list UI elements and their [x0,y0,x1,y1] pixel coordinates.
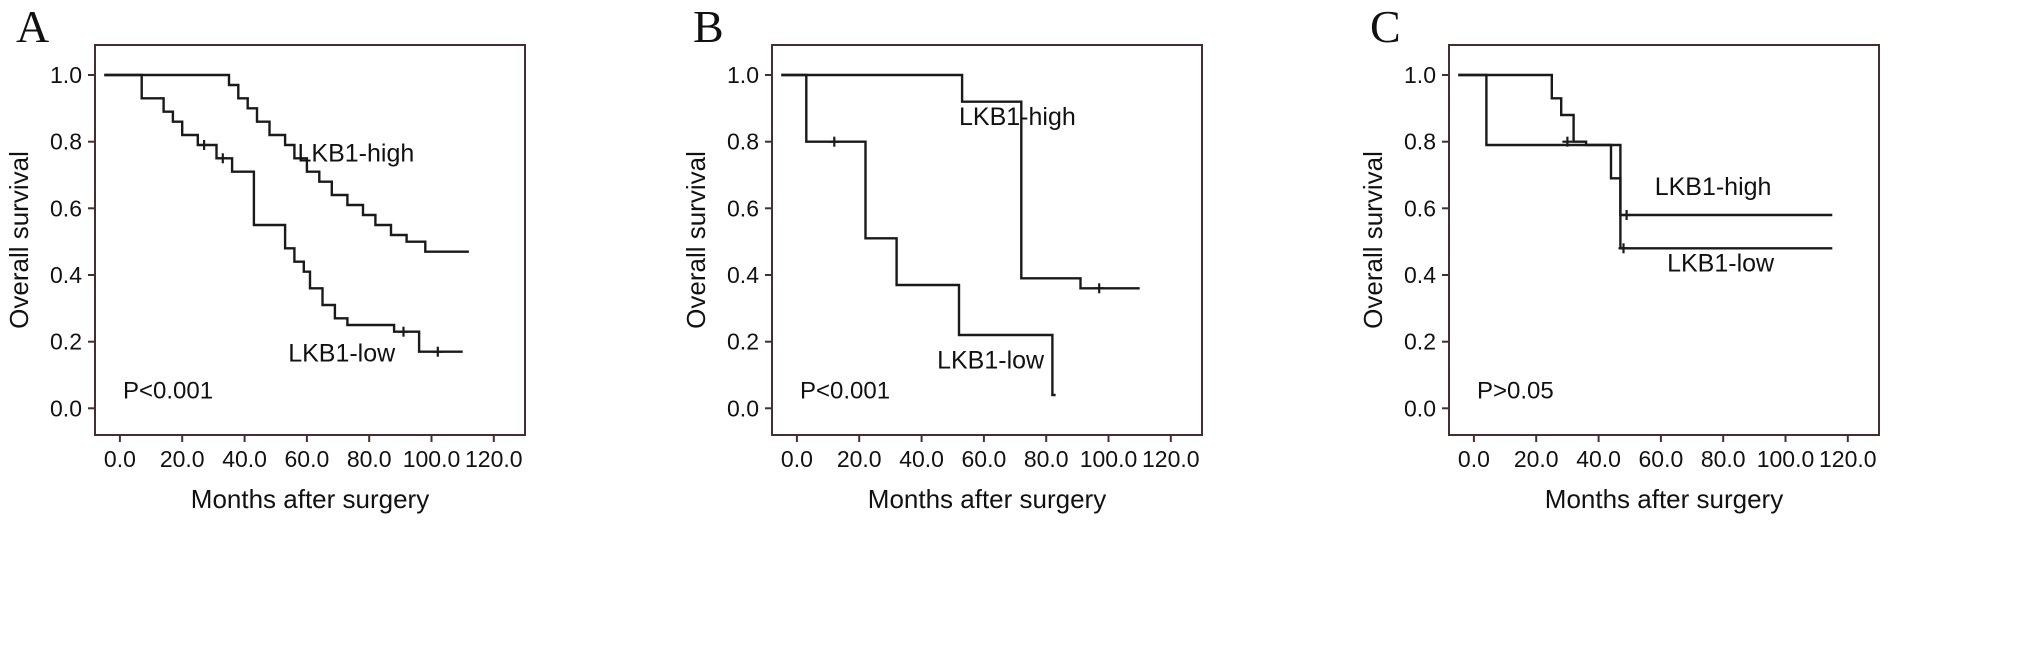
series-label-lkb1-low: LKB1-low [288,340,396,368]
x-tick-label: 20.0 [1514,446,1559,472]
p-value-label: P<0.001 [800,377,890,404]
x-tick-label: 80.0 [1024,446,1069,472]
curve-lkb1-low [104,73,463,353]
y-tick-label: 0.8 [727,129,759,155]
y-axis-title: Overall survival [4,151,34,329]
x-tick-label: 120.0 [1142,446,1200,472]
series-label-lkb1-high: LKB1-high [1655,173,1772,201]
x-axis-title: Months after surgery [1545,484,1783,514]
x-tick-label: 80.0 [1701,446,1746,472]
panel-letter: B [693,1,724,52]
curve-lkb1-high [1458,73,1833,217]
x-tick-label: 100.0 [1080,446,1138,472]
panel-C: C 0.0 20.0 40.0 60.0 80.0 100.0 120.0 0.0 0.2 0.4 0… [1358,1,1880,514]
y-tick-label: 0.0 [50,395,82,421]
x-tick-label: 0.0 [781,446,813,472]
curve-lkb1-high [104,73,469,253]
y-axis-title: Overall survival [681,151,711,329]
y-tick-label: 0.6 [727,195,759,221]
panel-letter: A [16,1,49,52]
y-tick-label: 0.2 [727,329,759,355]
y-tick-label: 0.2 [1404,329,1436,355]
x-tick-label: 60.0 [962,446,1007,472]
y-tick-label: 0.8 [50,129,82,155]
y-tick-label: 1.0 [1404,62,1436,88]
x-tick-label: 120.0 [1819,446,1877,472]
x-tick-label: 60.0 [1639,446,1684,472]
curve-lkb1-low [781,73,1056,397]
y-tick-label: 0.4 [727,262,759,288]
y-tick-label: 0.2 [50,329,82,355]
series-label-lkb1-high: LKB1-high [959,103,1076,131]
y-tick-label: 1.0 [50,62,82,88]
y-tick-label: 0.0 [727,395,759,421]
panel-B: B 0.0 20.0 40.0 60.0 80.0 100.0 120.0 0.0 0.2 0.4 0… [681,1,1203,514]
x-tick-label: 20.0 [160,446,205,472]
x-tick-label: 40.0 [222,446,267,472]
panel-letter: C [1370,1,1401,52]
x-tick-label: 0.0 [104,446,136,472]
plot-border [1448,44,1880,436]
curve-lkb1-low [1458,73,1833,250]
x-axis-title: Months after surgery [868,484,1106,514]
p-value-label: P<0.001 [123,377,213,404]
x-tick-label: 100.0 [1757,446,1815,472]
panel-A: A 0.0 20.0 40.0 60.0 80.0 100.0 120.0 0.0 0.2 0.4 0… [4,1,526,514]
x-tick-label: 100.0 [403,446,461,472]
y-axis-title: Overall survival [1358,151,1388,329]
plot-border [771,44,1203,436]
x-tick-label: 40.0 [1576,446,1621,472]
series-label-lkb1-low: LKB1-low [937,346,1045,374]
x-tick-label: 60.0 [285,446,330,472]
series-label-lkb1-low: LKB1-low [1667,250,1775,278]
x-tick-label: 40.0 [899,446,944,472]
x-tick-label: 0.0 [1458,446,1490,472]
series-label-lkb1-high: LKB1-high [298,140,415,168]
plot-border [94,44,526,436]
x-axis-title: Months after surgery [191,484,429,514]
y-tick-label: 0.4 [1404,262,1436,288]
p-value-label: P>0.05 [1477,377,1554,404]
x-tick-label: 20.0 [837,446,882,472]
y-tick-label: 0.6 [1404,195,1436,221]
x-tick-label: 80.0 [347,446,392,472]
curve-lkb1-high [781,73,1140,290]
y-tick-label: 0.6 [50,195,82,221]
y-tick-label: 0.4 [50,262,82,288]
y-tick-label: 0.8 [1404,129,1436,155]
y-tick-label: 0.0 [1404,395,1436,421]
y-tick-label: 1.0 [727,62,759,88]
x-tick-label: 120.0 [465,446,523,472]
